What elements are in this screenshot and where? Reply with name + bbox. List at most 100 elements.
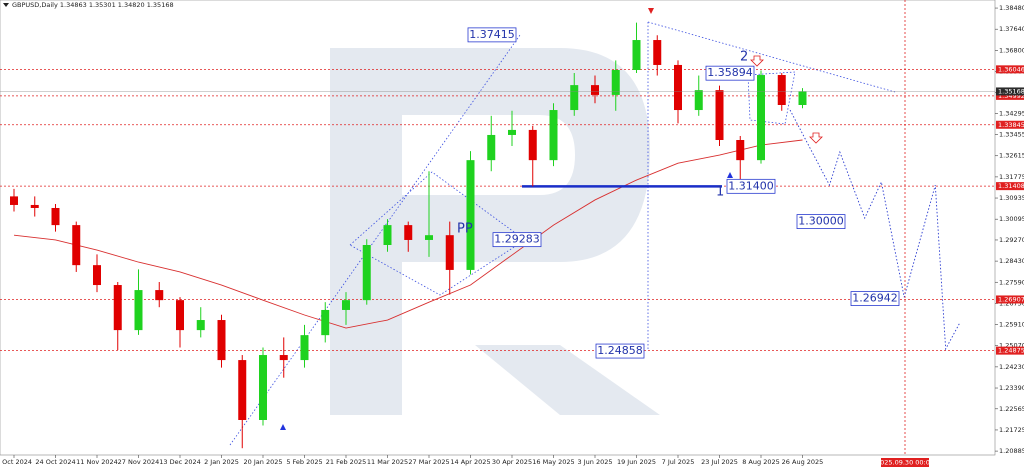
y-tick-label: 1.30935 — [999, 194, 1024, 202]
x-tick-label: 8 Oct 2024 — [0, 458, 32, 466]
wave-label: PP — [457, 222, 473, 237]
price-tag: 1.26907 — [998, 295, 1024, 303]
candle-body — [736, 140, 745, 161]
x-tick-label: 19 Jun 2025 — [617, 458, 656, 466]
price-label-text: 1.30000 — [798, 215, 844, 228]
candle-body — [113, 285, 122, 331]
candle-body — [134, 290, 143, 331]
x-tick-label: 11 Nov 2024 — [76, 458, 118, 466]
price-label: 1.35894 — [705, 65, 755, 81]
candle-body — [487, 134, 496, 161]
candle-body — [715, 90, 724, 140]
candle-body — [694, 90, 703, 111]
candle-body — [176, 300, 184, 331]
y-tick-label: 1.20885 — [999, 447, 1024, 455]
candle-body — [425, 235, 433, 240]
x-tick-label: 16 May 2025 — [532, 458, 574, 466]
price-tag: 1.35168 — [998, 87, 1024, 95]
x-tick-label: 23 Jul 2025 — [701, 458, 738, 466]
price-tag-box — [996, 91, 1024, 100]
y-tick-label: 1.30095 — [999, 215, 1024, 223]
candle-body — [674, 64, 682, 111]
candle-body — [321, 309, 330, 336]
price-tag-box — [996, 65, 1024, 74]
y-tick-label: 1.23390 — [999, 384, 1024, 392]
price-tag: 1.24875 — [998, 347, 1024, 355]
price-tag-box — [996, 182, 1024, 191]
candle-body — [632, 40, 641, 70]
y-tick-label: 1.28430 — [999, 257, 1024, 265]
candle-body — [342, 300, 350, 310]
y-tick-label: 1.24230 — [999, 363, 1024, 371]
y-tick-label: 1.25070 — [999, 342, 1024, 350]
price-label-text: 1.31400 — [728, 179, 774, 192]
time-marker-label: 2025.09.30 00:00 — [876, 459, 934, 467]
x-tick-label: 30 Apr 2025 — [492, 458, 532, 466]
y-tick-label: 1.38480 — [999, 4, 1024, 12]
price-label-box — [492, 232, 542, 248]
candle-body — [93, 265, 101, 286]
candle-body — [51, 207, 60, 226]
x-tick-label: 7 Jul 2025 — [662, 458, 695, 466]
price-label-box — [850, 291, 900, 306]
price-label-text: 1.37415 — [469, 28, 515, 41]
candle-body — [259, 355, 267, 420]
y-tick-label: 1.36800 — [999, 46, 1024, 54]
plot-frame — [0, 0, 996, 456]
candle-body — [72, 225, 81, 266]
price-label-text: 1.35894 — [707, 66, 753, 79]
x-tick-label: 8 Aug 2025 — [742, 458, 780, 466]
candle-body — [362, 245, 371, 301]
price-label: 1.24858 — [595, 343, 645, 359]
candle-body — [508, 129, 516, 135]
price-label-box — [796, 214, 846, 229]
x-tick-label: 20 Jan 2025 — [244, 458, 283, 466]
candle-body — [653, 40, 662, 65]
candle-body — [217, 320, 226, 361]
price-label-box — [705, 65, 755, 81]
y-tick-label: 1.31775 — [999, 173, 1024, 181]
price-tag: 1.34992 — [998, 92, 1024, 100]
arrows — [280, 8, 823, 430]
candle-body — [528, 129, 537, 161]
candle-body — [570, 85, 579, 111]
candle-body — [757, 75, 765, 161]
price-label-box — [726, 178, 776, 194]
candle-body — [30, 204, 39, 208]
y-tick-label: 1.27590 — [999, 278, 1024, 286]
x-tick-label: 14 Apr 2025 — [450, 458, 490, 466]
candle-body — [798, 91, 807, 105]
candle-body — [279, 355, 288, 361]
wave-label: 2 — [740, 50, 748, 65]
price-label: 1.37415 — [467, 27, 517, 43]
x-tick-label: 2 Jan 2025 — [204, 458, 239, 466]
price-tag-box — [996, 295, 1024, 304]
y-tick-label: 1.33455 — [999, 131, 1024, 139]
y-tick-label: 1.29270 — [999, 236, 1024, 244]
x-tick-label: 26 Aug 2025 — [782, 458, 824, 466]
wave-label: 1 — [716, 185, 724, 200]
watermark — [330, 48, 660, 415]
y-tick-label: 1.25910 — [999, 321, 1024, 329]
price-label: 1.30000 — [796, 214, 846, 229]
candle-body — [777, 75, 786, 105]
x-tick-label: 11 Mar 2025 — [367, 458, 408, 466]
x-tick-label: 27 Nov 2024 — [118, 458, 160, 466]
forecast-path — [789, 109, 961, 351]
x-tick-label: 27 Mar 2025 — [408, 458, 449, 466]
title-icon — [3, 3, 9, 7]
price-tag: 1.33845 — [998, 121, 1024, 129]
y-tick-label: 1.21725 — [999, 426, 1024, 434]
price-tag-box — [996, 87, 1024, 96]
price-tag: 1.31408 — [998, 182, 1024, 190]
candle-body — [10, 196, 18, 205]
price-tag-box — [996, 346, 1024, 355]
candle-body — [155, 290, 164, 301]
chart-title: GBPUSD,Daily 1.34863 1.35301 1.34820 1.3… — [12, 1, 174, 9]
price-label-text: 1.29283 — [494, 233, 540, 246]
x-tick-label: 13 Dec 2024 — [159, 458, 201, 466]
moving-average — [13, 139, 803, 329]
y-tick-label: 1.37640 — [999, 25, 1024, 33]
